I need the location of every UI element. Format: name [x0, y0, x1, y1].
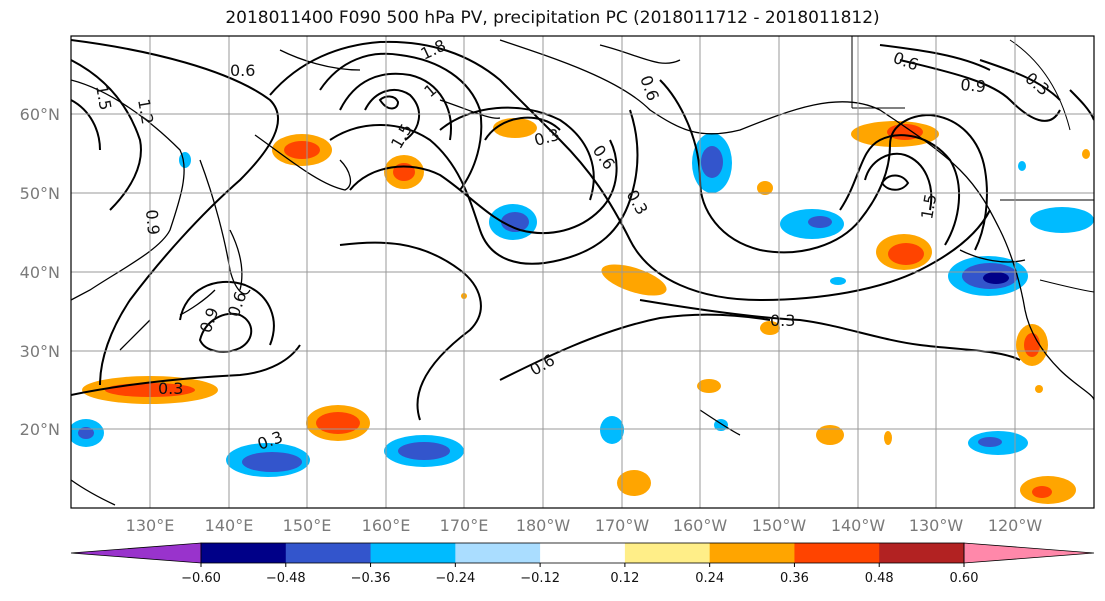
contour-label: 0.9 [142, 209, 163, 236]
lon-label: 170°E [440, 516, 489, 535]
lon-label: 170°W [595, 516, 650, 535]
negative-blob-tropical-east [968, 431, 1028, 455]
colorbar-tick-label: −0.48 [266, 571, 306, 586]
lon-label: 130°E [126, 516, 175, 535]
positive-blob-northeast-pacific [876, 234, 932, 270]
lon-label: 130°W [909, 516, 964, 535]
negative-blob-california [948, 256, 1028, 296]
negative-blob-philippine-sea [71, 419, 104, 447]
colorbar-tick-label: 0.12 [610, 571, 639, 586]
contour-label: 1.5 [92, 83, 115, 111]
negative-blob-tropical-central [384, 435, 464, 467]
negative-blob-us-west [1030, 207, 1094, 233]
lon-label: 150°W [752, 516, 807, 535]
positive-blob-small-1 [757, 181, 773, 195]
negative-blob-small-1 [830, 277, 846, 285]
positive-blob-bering [493, 118, 537, 138]
colorbar-tick-label: 0.36 [780, 571, 809, 586]
negative-blob-sakhalin [179, 152, 191, 168]
positive-blob-small-3 [760, 321, 780, 335]
colorbar-segment [455, 543, 541, 563]
map-frame [70, 35, 1095, 509]
colorbar-segment [879, 543, 965, 563]
colorbar-arrow-high [963, 542, 1095, 564]
positive-blob-small-5 [884, 431, 892, 445]
positive-blob-small-2 [697, 379, 721, 393]
negative-blob-aleutian-east [692, 133, 732, 193]
pv-contours [71, 39, 1094, 421]
colorbar-tick-label: 0.24 [695, 571, 724, 586]
contour-label: 0.9 [960, 75, 987, 96]
positive-blob-small-4 [816, 425, 844, 445]
colorbar-segment [201, 543, 287, 563]
colorbar: −0.60 −0.48 −0.36 −0.24 −0.12 0.12 0.24 0.36 0.4… [70, 542, 1095, 586]
positive-blob-small-8 [1035, 385, 1043, 393]
colorbar-tick-label: −0.60 [181, 571, 221, 586]
colorbar-segment [624, 543, 711, 563]
negative-blob-aleutian-west [489, 204, 537, 240]
lat-label-20n: 20°N [20, 420, 60, 439]
positive-blob-hawaii-south [617, 470, 651, 496]
positive-blob-tropical-west [306, 405, 370, 441]
lon-label: 150°E [283, 516, 332, 535]
lon-label: 140°E [205, 516, 254, 535]
positive-blob-kuril [384, 155, 424, 189]
colorbar-tick-label: −0.24 [435, 571, 475, 586]
colorbar-border [200, 542, 965, 564]
lat-label-50n: 50°N [20, 184, 60, 203]
colorbar-segment [285, 543, 372, 563]
latitude-labels: 60°N 50°N 40°N 30°N 20°N [20, 105, 60, 439]
contour-label: 0.3 [770, 311, 795, 330]
lon-label: 180°W [516, 516, 571, 535]
lat-label-60n: 60°N [20, 105, 60, 124]
colorbar-arrow-low [70, 542, 202, 564]
positive-blob-small-6 [1082, 149, 1090, 159]
positive-blob-kamchatka [272, 134, 332, 166]
colorbar-tick-label: −0.36 [351, 571, 391, 586]
gridlines [71, 36, 1094, 508]
contour-label: 1.2 [134, 97, 157, 125]
map-title: 2018011400 F090 500 hPa PV, precipitatio… [225, 8, 880, 28]
negative-blob-small-2 [1018, 161, 1026, 171]
longitude-labels: 130°E 140°E 150°E 160°E 170°E 180°W 170°… [126, 516, 1043, 535]
contour-label: 0.3 [158, 379, 183, 398]
lat-label-30n: 30°N [20, 342, 60, 361]
positive-blob-southeast [1020, 476, 1076, 504]
borders [851, 36, 1094, 293]
contour-label: 1.5 [917, 192, 940, 220]
colorbar-tick-label: 0.60 [950, 571, 979, 586]
colorbar-segment [709, 543, 795, 563]
lon-label: 160°W [673, 516, 728, 535]
colorbar-tick-label: 0.48 [865, 571, 894, 586]
contour-label: 0.6 [230, 61, 255, 80]
colorbar-segment [370, 543, 456, 563]
lon-label: 120°W [988, 516, 1043, 535]
lon-label: 140°W [831, 516, 886, 535]
negative-blob-midpacific-north [780, 209, 844, 239]
negative-blob-tropical-west [226, 443, 310, 477]
lat-label-40n: 40°N [20, 263, 60, 282]
colorbar-tick-label: −0.12 [520, 571, 560, 586]
lon-label: 160°E [362, 516, 411, 535]
colorbar-segment [794, 543, 880, 563]
positive-blob-gulf-alaska [851, 121, 939, 147]
colorbar-segment [540, 543, 626, 563]
negative-blob-small-3 [600, 416, 624, 444]
